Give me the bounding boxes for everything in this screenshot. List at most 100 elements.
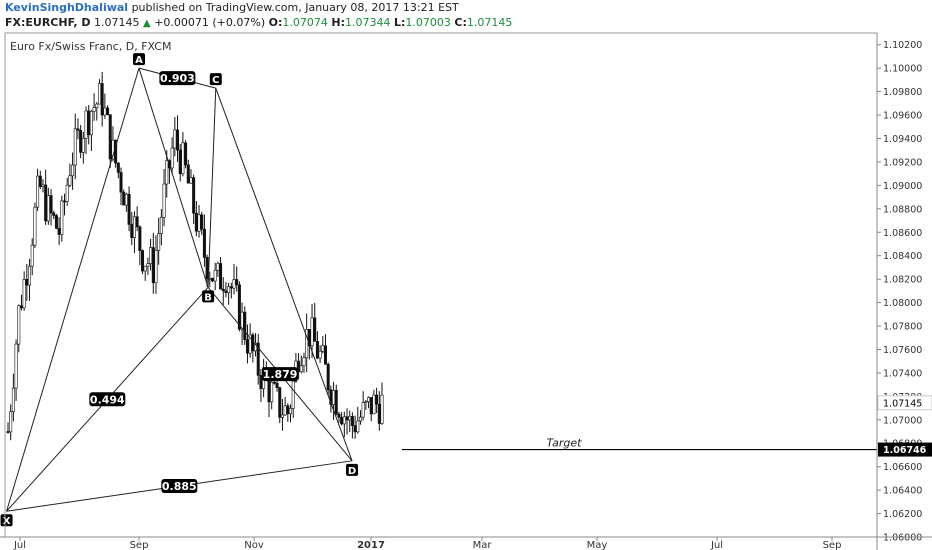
change-arrow-icon: ▲: [142, 18, 151, 29]
y-tick-label: 1.09800: [883, 87, 922, 98]
candle-body: [189, 177, 193, 184]
candle-body: [151, 247, 155, 284]
last-price: 1.07145: [93, 16, 140, 29]
candle-body: [52, 212, 56, 216]
low-value: 1.07003: [405, 16, 451, 29]
price-change: +0.00071 (+0.07%): [154, 16, 266, 29]
x-tick-label: Sep: [130, 540, 149, 550]
candle-body: [63, 200, 67, 203]
candle-body: [267, 377, 271, 403]
candle-body: [119, 172, 123, 193]
candle-body: [41, 184, 45, 187]
candle-body: [14, 343, 18, 389]
candle-body: [340, 417, 344, 425]
candle-body: [356, 420, 360, 433]
candle-body: [30, 244, 34, 267]
ohlc-line: FX:EURCHF, D 1.07145 ▲ +0.00071 (+0.07%)…: [5, 16, 512, 29]
y-tick-label: 1.09400: [883, 134, 922, 145]
candle-body: [100, 83, 104, 116]
pattern-point-x-box: [0, 514, 13, 527]
y-tick-label: 1.08800: [883, 204, 922, 215]
close-value: 1.07145: [466, 16, 513, 29]
candle-body: [22, 279, 26, 309]
candle-body: [138, 226, 142, 251]
pattern-point-c-box: [209, 73, 222, 86]
low-label: L:: [394, 16, 406, 29]
candle-body: [372, 394, 376, 415]
candle-body: [358, 416, 362, 422]
target-label: Target: [547, 437, 583, 450]
candle-body: [270, 381, 274, 403]
candle-body: [81, 138, 85, 153]
chart-title: Euro Fx/Swiss Franc, D, FXCM: [10, 40, 172, 53]
pattern-point-x: X: [3, 516, 11, 527]
candle-body: [71, 164, 75, 177]
y-tick-label: 1.10000: [883, 64, 922, 75]
y-tick-label: 1.08400: [883, 251, 922, 262]
y-tick-label: 1.06200: [883, 509, 922, 520]
candle-body: [326, 364, 330, 391]
candle-body: [84, 110, 88, 139]
candle-body: [350, 416, 354, 426]
candle-body: [213, 269, 217, 282]
ratio-x-b-box: [89, 392, 126, 407]
candle-body: [334, 390, 338, 415]
candle-body: [73, 128, 77, 166]
x-tick-label: 2017: [357, 540, 385, 550]
candle-body: [132, 216, 136, 238]
y-tick-label: 1.07400: [883, 368, 922, 379]
ratio-b-d-box: [262, 367, 299, 382]
plot-frame: [4, 32, 878, 538]
candle-body: [87, 110, 91, 136]
candle-body: [278, 387, 282, 418]
candle-body: [36, 175, 40, 208]
candle-body: [299, 365, 303, 373]
y-tick-label: 1.09000: [883, 181, 922, 192]
candle-body: [219, 263, 223, 290]
candle-body: [192, 177, 196, 214]
candle-body: [235, 279, 239, 286]
last-price-label: 1.07145: [883, 398, 922, 409]
candle-body: [342, 416, 346, 425]
open-label: O:: [268, 16, 283, 29]
candle-body: [205, 257, 209, 280]
candle-body: [95, 103, 99, 108]
candle-body: [108, 114, 112, 160]
candle-body: [46, 195, 50, 222]
y-tick-label: 1.06600: [883, 462, 922, 473]
candle-body: [197, 214, 201, 232]
candle-body: [315, 341, 319, 359]
time-axis: Jul Sep Nov 2017 Mar May Jul Sep: [13, 537, 841, 550]
y-tick-label: 1.09200: [883, 157, 922, 168]
ratio-x-d-box: [161, 479, 198, 494]
price-axis: 1.10200 1.10000 1.09800 1.09600 1.09400 1.092…: [877, 40, 932, 544]
last-price-badge: [877, 395, 932, 411]
candle-body: [367, 397, 371, 402]
published-text: published on TradingView.com, January 08…: [131, 1, 459, 14]
candle-body: [76, 128, 80, 131]
y-tick-label: 1.06400: [883, 486, 922, 497]
author-link[interactable]: KevinSinghDhaliwal: [5, 1, 129, 14]
candle-body: [124, 193, 128, 206]
candle-body: [184, 142, 188, 166]
publish-line: KevinSinghDhaliwal published on TradingV…: [5, 1, 459, 14]
candle-body: [286, 405, 290, 415]
open-value: 1.07074: [282, 16, 328, 29]
candle-body: [208, 277, 212, 280]
pattern-leg-cd: [215, 87, 353, 461]
candle-body: [28, 265, 32, 286]
candle-body: [289, 408, 293, 415]
candle-body: [348, 416, 352, 421]
candle-body: [186, 164, 190, 184]
x-tick-label: May: [587, 540, 608, 550]
pattern-point-b-box: [202, 290, 215, 303]
pattern-point-b: B: [204, 292, 212, 303]
ratio-x-d: 0.885: [162, 480, 197, 493]
candle-body: [97, 83, 101, 105]
candle-body: [54, 215, 58, 229]
y-tick-label: 1.07800: [883, 322, 922, 333]
candle-body: [68, 175, 72, 186]
y-tick-label: 1.08000: [883, 298, 922, 309]
candle-body: [345, 416, 349, 421]
